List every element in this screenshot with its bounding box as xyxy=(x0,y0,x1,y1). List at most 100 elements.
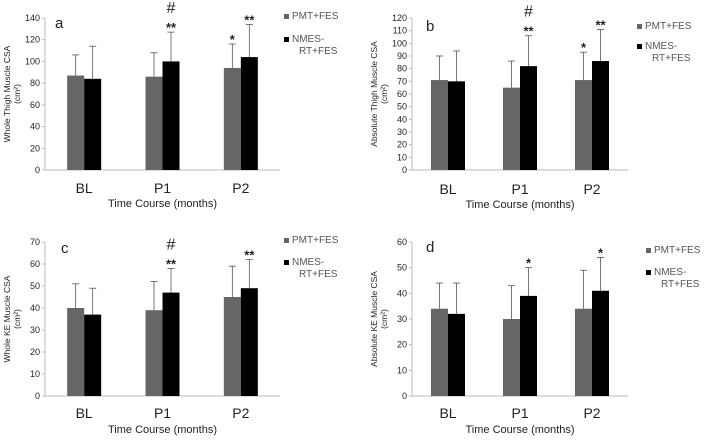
legend-label-line: NMES- xyxy=(654,267,686,278)
bar-nmes-rt-fes xyxy=(448,81,465,170)
bar-nmes-rt-fes xyxy=(162,292,180,396)
category-label: P2 xyxy=(583,181,600,197)
legend-label-line: NMES- xyxy=(645,41,677,52)
y-tick-label: 30 xyxy=(30,325,40,335)
y-axis-title-unit: (cm²) xyxy=(12,309,22,329)
y-tick-label: 50 xyxy=(30,281,40,291)
y-tick-label: 30 xyxy=(397,314,407,324)
legend-swatch-nmes-rt-fes xyxy=(646,270,651,275)
legend-swatch-nmes-rt-fes xyxy=(637,44,642,49)
bar-pmt-fes xyxy=(575,308,592,396)
y-tick-label: 50 xyxy=(397,102,407,112)
bar-nmes-rt-fes xyxy=(240,57,258,171)
bar-nmes-rt-fes xyxy=(592,61,609,170)
y-tick-label: 10 xyxy=(30,369,40,379)
y-axis-title-line: Absolute Thigh Muscle CSA xyxy=(369,41,379,147)
legend-label-line: RT+FES xyxy=(299,269,338,280)
bar-nmes-rt-fes xyxy=(520,66,537,170)
y-axis-title: Absolute KE Muscle CSA(cm²) xyxy=(369,271,389,367)
y-axis-title-unit: (cm²) xyxy=(379,84,389,104)
y-axis-title-line: Absolute KE Muscle CSA xyxy=(369,271,379,367)
bar-pmt-fes xyxy=(503,319,520,396)
bar-nmes-rt-fes xyxy=(162,61,180,170)
category-label: BL xyxy=(76,405,93,421)
significance-marker: ** xyxy=(595,17,606,32)
y-tick-label: 100 xyxy=(392,38,407,48)
category-label: P2 xyxy=(583,405,600,421)
y-tick-label: 20 xyxy=(397,140,407,150)
y-tick-label: 0 xyxy=(35,391,40,401)
category-label: P2 xyxy=(232,180,249,196)
significance-marker: * xyxy=(598,245,604,260)
bar-nmes-rt-fes xyxy=(520,295,537,396)
category-label: BL xyxy=(439,405,456,421)
y-tick-label: 60 xyxy=(397,89,407,99)
bar-pmt-fes xyxy=(223,67,241,170)
bar-nmes-rt-fes xyxy=(84,314,102,396)
y-tick-label: 0 xyxy=(402,391,407,401)
legend-label-pmt-fes: PMT+FES xyxy=(654,245,701,256)
y-axis-title-unit: (cm²) xyxy=(12,84,22,104)
significance-marker: ** xyxy=(523,24,534,39)
y-tick-label: 70 xyxy=(30,237,40,247)
category-label: P2 xyxy=(232,405,249,421)
x-axis-title: Time Course (months) xyxy=(465,424,574,436)
significance-marker: * xyxy=(526,256,532,271)
bar-pmt-fes xyxy=(67,75,85,170)
y-axis-title-unit: (cm²) xyxy=(379,309,389,329)
y-tick-label: 80 xyxy=(30,78,40,88)
panel-c: 0 10 20 30 40 50 60 70 BL P1 P2 ** # ** c Time Course (… xyxy=(2,235,339,436)
y-axis-title: Whole Thigh Muscle CSA(cm²) xyxy=(2,45,22,142)
legend-label-pmt-fes: PMT+FES xyxy=(645,21,692,32)
legend-label-nmes-rt-fes: NMES-RT+FES xyxy=(654,267,700,290)
y-tick-label: 100 xyxy=(25,56,40,66)
significance-marker: ** xyxy=(244,248,255,263)
y-tick-label: 80 xyxy=(397,64,407,74)
x-axis-title: Time Course (months) xyxy=(108,424,217,436)
legend-swatch-pmt-fes xyxy=(637,24,642,29)
y-tick-label: 10 xyxy=(397,152,407,162)
legend-label-nmes-rt-fes: NMES-RT+FES xyxy=(292,34,338,57)
y-tick-label: 70 xyxy=(397,76,407,86)
bar-pmt-fes xyxy=(145,76,163,170)
y-tick-label: 40 xyxy=(397,288,407,298)
significance-marker: ** xyxy=(244,13,255,28)
category-label: BL xyxy=(76,180,93,196)
hash-marker: # xyxy=(167,0,176,17)
legend-swatch-pmt-fes xyxy=(646,248,651,253)
legend-label-line: NMES- xyxy=(292,34,324,45)
bar-pmt-fes xyxy=(145,310,163,396)
category-label: P1 xyxy=(511,405,528,421)
y-tick-label: 60 xyxy=(30,259,40,269)
y-tick-label: 20 xyxy=(30,143,40,153)
y-tick-label: 50 xyxy=(397,263,407,273)
category-label: P1 xyxy=(154,180,171,196)
bar-nmes-rt-fes xyxy=(592,290,609,396)
significance-marker: ** xyxy=(166,256,177,271)
bar-pmt-fes xyxy=(67,308,85,396)
panel-label: b xyxy=(426,18,434,35)
y-tick-label: 40 xyxy=(397,114,407,124)
y-axis-title: Whole KE Muscle CSA(cm²) xyxy=(2,275,22,362)
bar-nmes-rt-fes xyxy=(84,78,102,170)
legend-label-line: RT+FES xyxy=(661,279,700,290)
significance-marker: ** xyxy=(166,20,177,35)
y-tick-label: 120 xyxy=(392,13,407,23)
bar-nmes-rt-fes xyxy=(240,288,258,396)
legend-label-line: RT+FES xyxy=(652,53,691,64)
x-axis-title: Time Course (months) xyxy=(465,199,574,211)
y-tick-label: 140 xyxy=(25,13,40,23)
y-tick-label: 0 xyxy=(35,165,40,175)
legend-label-pmt-fes: PMT+FES xyxy=(292,235,339,246)
legend-label-line: RT+FES xyxy=(299,46,338,57)
y-tick-label: 0 xyxy=(402,165,407,175)
panel-label: d xyxy=(426,239,434,256)
legend-label-nmes-rt-fes: NMES-RT+FES xyxy=(645,41,691,64)
legend-swatch-nmes-rt-fes xyxy=(284,37,289,42)
bar-pmt-fes xyxy=(503,87,520,170)
legend-label-pmt-fes: PMT+FES xyxy=(292,11,339,22)
y-axis-title-line: Whole KE Muscle CSA xyxy=(2,275,12,362)
hash-marker: # xyxy=(524,4,533,21)
y-tick-label: 10 xyxy=(397,365,407,375)
